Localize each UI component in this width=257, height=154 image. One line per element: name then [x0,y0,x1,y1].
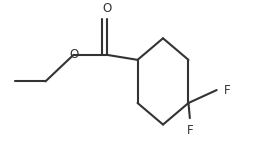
Text: F: F [187,124,193,137]
Text: O: O [69,48,78,61]
Text: F: F [224,84,231,97]
Text: O: O [102,2,111,15]
